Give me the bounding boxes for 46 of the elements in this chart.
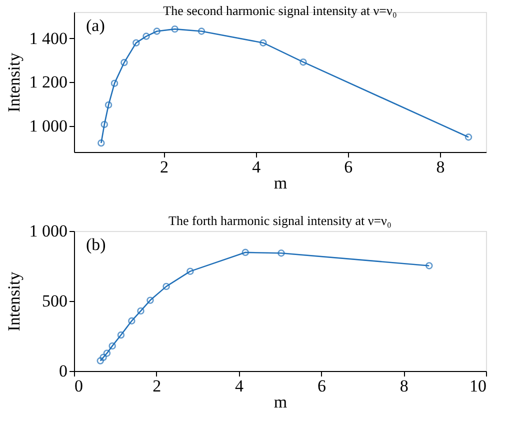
point bbox=[137, 307, 144, 315]
point bbox=[100, 120, 108, 128]
point bbox=[153, 28, 160, 35]
y-tick-label: 0 bbox=[59, 362, 68, 380]
point bbox=[300, 58, 307, 66]
y-tick-label: 1 400 bbox=[29, 28, 68, 48]
point bbox=[108, 342, 116, 350]
point bbox=[142, 32, 150, 40]
y-tick-label: 1 000 bbox=[29, 222, 68, 240]
y-tick-label: 500 bbox=[42, 292, 68, 310]
x-tick-label: 6 bbox=[317, 376, 326, 396]
x-tick-label: 8 bbox=[436, 158, 445, 176]
x-axis-title: m bbox=[274, 392, 288, 412]
x-tick-label: 10 bbox=[470, 376, 486, 396]
annotation: (a) bbox=[86, 16, 105, 35]
point bbox=[260, 39, 267, 46]
annotation: (b) bbox=[86, 235, 106, 254]
x-axis-title: m bbox=[274, 174, 288, 192]
x-tick-label: 6 bbox=[344, 158, 353, 176]
point bbox=[278, 250, 285, 257]
point bbox=[103, 350, 111, 357]
point bbox=[128, 317, 136, 324]
point bbox=[171, 25, 178, 33]
x-tick-label: 2 bbox=[160, 158, 169, 176]
chart-title: The second harmonic signal intensity at ν=ν₀ bbox=[163, 3, 397, 18]
point bbox=[146, 296, 154, 304]
point bbox=[242, 248, 249, 256]
point bbox=[186, 268, 194, 275]
point bbox=[117, 331, 125, 339]
point bbox=[110, 80, 118, 87]
x-tick-label: 2 bbox=[152, 376, 162, 396]
x-tick-label: 0 bbox=[74, 376, 83, 396]
y-tick-label: 1 000 bbox=[29, 116, 68, 136]
x-tick-label: 8 bbox=[400, 376, 408, 396]
point bbox=[162, 282, 170, 290]
point bbox=[100, 354, 107, 362]
y-axis-title: Intensity bbox=[4, 52, 24, 112]
x-tick-label: 4 bbox=[235, 376, 244, 396]
x-tick-label: 4 bbox=[252, 158, 262, 176]
chart-title: The forth harmonic signal intensity at ν=ν₀ bbox=[168, 213, 392, 228]
y-axis-title: Intensity bbox=[4, 271, 24, 332]
point bbox=[198, 28, 206, 35]
point bbox=[104, 101, 112, 109]
point bbox=[120, 58, 128, 66]
point bbox=[132, 39, 140, 46]
y-tick-label: 1 200 bbox=[29, 72, 68, 92]
